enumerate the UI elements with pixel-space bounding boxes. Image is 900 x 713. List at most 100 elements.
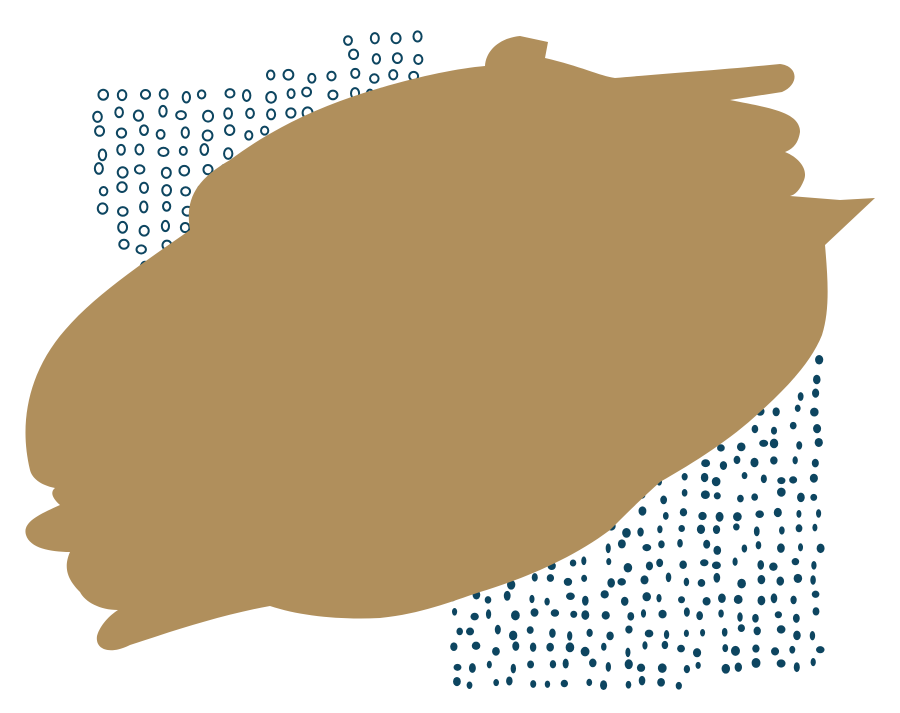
filled-dot [751,657,761,668]
filled-dot [526,626,534,634]
filled-dot [810,407,819,417]
filled-dot [757,560,765,570]
filled-dot [718,593,726,604]
open-circle-dot [162,200,172,212]
filled-dot [681,473,688,481]
filled-dot [617,539,626,549]
open-circle-dot [115,127,128,139]
open-circle-dot [265,69,276,81]
open-circle-dot [301,86,313,98]
filled-dot [549,660,557,669]
filled-dot [776,625,786,634]
filled-dot [810,575,816,585]
filled-dot [700,490,710,500]
filled-dot [741,544,748,553]
filled-dot [606,631,614,641]
filled-dot [733,523,740,531]
filled-dot [811,458,819,468]
filled-dot [814,437,823,448]
filled-dot [606,558,612,566]
filled-dot [683,629,689,638]
filled-dot [601,642,607,651]
filled-dot [640,609,647,618]
filled-dot [734,662,743,672]
filled-dot [625,647,631,658]
filled-dot [530,680,537,688]
filled-dot [811,560,817,570]
filled-dot [812,388,820,398]
filled-dot [696,524,706,535]
filled-dot [625,680,632,689]
filled-dot [679,560,687,570]
filled-dot [752,644,760,653]
open-circle-dot [160,219,171,233]
open-circle-dot [223,107,233,120]
filled-dot [770,593,778,604]
filled-dot [642,641,648,650]
filled-dot [678,596,686,604]
filled-dot [605,661,612,672]
open-circle-dot [97,148,108,162]
filled-dot [698,511,707,521]
filled-dot [510,663,517,674]
filled-dot [789,476,798,484]
open-circle-dot [245,107,255,119]
filled-dot [549,628,556,638]
filled-dot [741,472,748,480]
filled-dot [636,663,646,672]
filled-dot [713,545,722,555]
open-circle-dot [135,244,147,255]
open-circle-dot [350,67,361,79]
filled-dot [456,627,463,636]
open-circle-dot [327,89,339,101]
open-circle-dot [116,166,129,179]
filled-dot [492,646,500,656]
open-circle-dot [179,222,191,234]
open-circle-dot [93,162,104,175]
filled-dot [797,392,804,401]
filled-dot [605,543,611,554]
filled-dot [637,527,644,537]
filled-dot [700,472,709,483]
filled-dot [719,461,728,470]
filled-dot [451,608,458,616]
filled-dot [562,658,569,669]
open-circle-dot [266,108,277,121]
filled-dot [581,595,589,606]
open-circle-dot [326,70,337,82]
filled-dot [793,662,800,673]
filled-dot [792,456,798,465]
open-circle-dot [139,124,149,136]
open-circle-dot [223,147,234,160]
filled-dot [683,665,691,674]
brush-stroke-blob [25,36,876,651]
open-circle-dot [196,89,207,100]
filled-dot [453,663,462,671]
filled-dot [753,626,761,636]
filled-dot [494,624,501,635]
filled-dot [816,543,825,554]
open-circle-dot [114,106,124,119]
filled-dot [640,575,649,585]
open-circle-dot [388,69,399,81]
filled-dot [750,457,759,468]
filled-dot [711,476,721,487]
open-circle-dot [175,110,187,121]
open-circle-dot [117,206,129,217]
filled-dot [736,442,746,452]
filled-dot [586,628,593,638]
filled-dot [773,507,782,518]
open-circle-dot [160,166,172,179]
filled-dot [566,592,575,600]
filled-dot [733,512,742,522]
open-circle-dot [98,186,109,197]
filled-dot [789,421,797,430]
open-circle-dot [134,143,145,156]
open-circle-dot [285,107,297,119]
filled-dot [683,607,690,617]
filled-dot [550,609,560,617]
filled-dot [695,661,701,669]
filled-dot [678,525,685,533]
filled-dot [809,473,818,483]
